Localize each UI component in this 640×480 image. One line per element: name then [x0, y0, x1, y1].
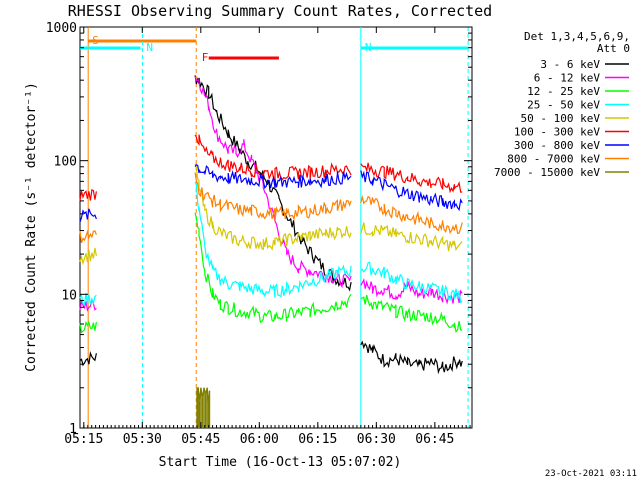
legend-header-2: Att 0	[597, 42, 630, 55]
y-axis-label: Corrected Count Rate (s⁻¹ detector⁻¹)	[24, 82, 39, 372]
legend-label-1: 6 - 12 keV	[534, 72, 601, 85]
legend-label-5: 100 - 300 keV	[514, 126, 600, 139]
y-tick-label-2: 100	[54, 155, 77, 170]
y-axis: 1 10 100 1000	[46, 21, 472, 437]
legend-label-8: 7000 - 15000 keV	[494, 166, 600, 179]
legend-label-6: 300 - 800 keV	[514, 139, 600, 152]
x-tick-label-1: 05:30	[123, 432, 162, 447]
x-tick-label-4: 06:15	[298, 432, 337, 447]
marker-label-0: S	[92, 34, 99, 47]
series-line-7	[79, 172, 463, 243]
legend-header-1: Det 1,3,4,5,6,9,	[524, 30, 630, 43]
y-tick-label-0: 1	[69, 422, 77, 437]
x-tick-label-3: 06:00	[240, 432, 279, 447]
plot-area: S N N F 05:15 05:30 05:45 06:00 06:15 06:30 06:45…	[46, 21, 473, 447]
footer-timestamp: 23-Oct-2021 03:11	[545, 469, 637, 479]
legend-label-0: 3 - 6 keV	[540, 58, 600, 71]
x-tick-label-5: 06:30	[357, 432, 396, 447]
y-tick-label-1: 10	[61, 288, 77, 303]
marker-label-2: N	[365, 41, 372, 54]
legend-label-4: 50 - 100 keV	[521, 112, 601, 125]
x-tick-label-6: 06:45	[415, 432, 454, 447]
x-tick-label-2: 05:45	[181, 432, 220, 447]
y-tick-label-3: 1000	[46, 21, 77, 36]
series-line-2	[79, 212, 463, 334]
legend-label-2: 12 - 25 keV	[527, 85, 600, 98]
plot-frame	[79, 26, 473, 429]
series-line-6	[79, 164, 463, 223]
x-tick-label-0: 05:15	[64, 432, 103, 447]
legend-label-3: 25 - 50 keV	[527, 99, 600, 112]
series-line-0	[79, 75, 463, 375]
series-line-3	[79, 181, 463, 306]
legend-label-7: 800 - 7000 keV	[507, 153, 600, 166]
x-axis-label: Start Time (16-Oct-13 05:07:02)	[159, 455, 402, 470]
chart-title: RHESSI Observing Summary Count Rates, Co…	[68, 2, 492, 20]
marker-label-1: N	[146, 41, 153, 54]
x-axis: 05:15 05:30 05:45 06:00 06:15 06:30 06:45	[64, 27, 471, 447]
marker-label-5: F	[202, 51, 209, 64]
series-line-4	[79, 163, 463, 266]
